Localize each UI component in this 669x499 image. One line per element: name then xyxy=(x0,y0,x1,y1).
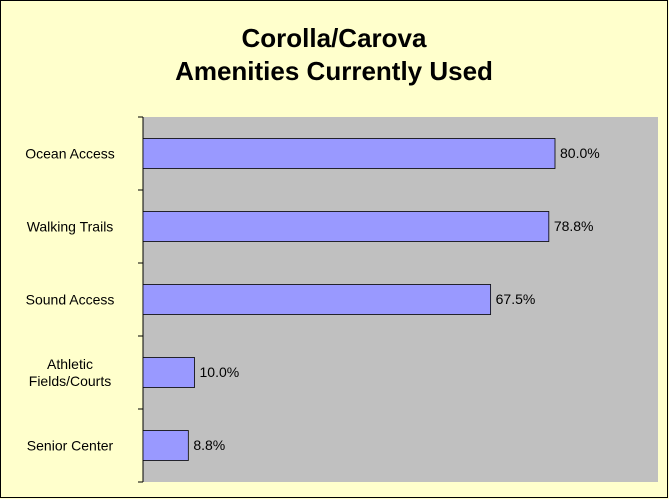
bar xyxy=(142,430,189,461)
value-label: 78.8% xyxy=(554,218,594,234)
chart-title: Amenities Currently Used xyxy=(175,56,493,86)
value-label: 8.8% xyxy=(193,437,225,453)
bar xyxy=(142,138,556,169)
chart-title: Corolla/Carova xyxy=(242,23,427,53)
value-label: 67.5% xyxy=(496,291,536,307)
bar xyxy=(142,284,492,315)
y-tick-label: Sound Access xyxy=(25,291,115,307)
bar xyxy=(142,211,550,242)
y-tick-label: Athletic Fields/Courts xyxy=(28,355,112,389)
y-tick-label: Walking Trails xyxy=(26,218,114,234)
bar xyxy=(142,357,195,388)
y-tick-label: Ocean Access xyxy=(25,145,115,161)
value-label: 10.0% xyxy=(200,364,240,380)
y-tick-label: Senior Center xyxy=(26,437,114,453)
value-label: 80.0% xyxy=(560,145,600,161)
